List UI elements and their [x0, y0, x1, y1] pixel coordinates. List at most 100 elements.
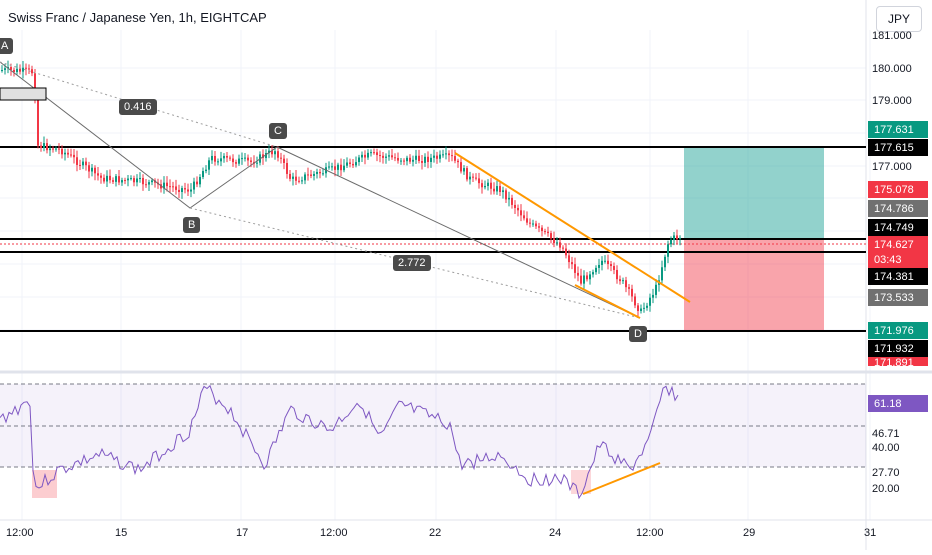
candle-body	[124, 180, 126, 182]
candle-body	[265, 153, 267, 159]
candle-body	[139, 177, 141, 179]
candle-body	[340, 164, 342, 171]
candle-body	[535, 223, 537, 227]
candle-body	[1, 69, 3, 71]
candle-body	[451, 155, 453, 157]
candle-body	[262, 154, 264, 159]
candle-body	[562, 247, 564, 249]
price-tick: 180.000	[872, 63, 912, 75]
time-tick: 31	[864, 527, 877, 539]
rsi-value-badge: 61.18	[868, 395, 928, 412]
candle-body	[178, 189, 180, 192]
candle-body	[442, 154, 444, 156]
candle-body	[358, 157, 360, 163]
candle-body	[424, 156, 426, 163]
candle-body	[403, 160, 405, 162]
candle-body	[199, 177, 201, 185]
candle-body	[211, 155, 213, 161]
candle-body	[133, 178, 135, 183]
candle-body	[484, 185, 486, 188]
candle-body	[661, 267, 663, 281]
candle-body	[613, 266, 615, 270]
candle-body	[202, 171, 204, 178]
candle-body	[130, 178, 132, 180]
candle-body	[310, 174, 312, 176]
candle-body	[304, 174, 306, 181]
candle-body	[184, 188, 186, 190]
candle-body	[580, 275, 582, 284]
candle-body	[220, 158, 222, 162]
candle-body	[460, 162, 462, 172]
candle-body	[244, 157, 246, 159]
candle-body	[274, 151, 276, 155]
candle-body	[121, 180, 123, 183]
candle-body	[565, 248, 567, 256]
candle-body	[493, 188, 495, 192]
trend-line	[574, 284, 641, 319]
candle-body	[352, 163, 354, 166]
rsi-oversold-zone	[32, 470, 57, 498]
candle-body	[28, 68, 30, 70]
candle-body	[319, 171, 321, 174]
candle-body	[52, 148, 54, 150]
candle-body	[550, 233, 552, 239]
candle-body	[13, 69, 15, 73]
candle-body	[478, 178, 480, 184]
candle-body	[175, 186, 177, 190]
candle-body	[382, 155, 384, 158]
candle-body	[235, 162, 237, 164]
candle-body	[586, 275, 588, 280]
time-tick: 17	[236, 527, 249, 539]
time-tick: 12:00	[636, 527, 664, 539]
candle-body	[577, 272, 579, 276]
candle-body	[31, 69, 33, 74]
candle-body	[676, 235, 678, 240]
candle-body	[667, 244, 669, 257]
candle-body	[649, 297, 651, 306]
target-zone	[684, 147, 824, 240]
currency-button[interactable]: JPY	[876, 6, 922, 32]
candle-body	[583, 275, 585, 284]
candle-body	[517, 207, 519, 211]
candle-body	[571, 262, 573, 265]
trend-line	[454, 152, 691, 303]
candle-body	[205, 169, 207, 172]
candle-body	[655, 284, 657, 295]
candle-body	[553, 238, 555, 244]
candle-body	[250, 160, 252, 162]
candle-body	[457, 160, 459, 163]
candle-body	[181, 188, 183, 192]
candle-body	[85, 161, 87, 166]
candle-body	[508, 197, 510, 200]
candle-body	[637, 305, 639, 311]
candle-body	[430, 157, 432, 162]
candle-body	[91, 167, 93, 172]
candle-body	[370, 152, 372, 154]
stop-zone	[684, 240, 824, 332]
candle-body	[646, 305, 648, 308]
candle-body	[547, 231, 549, 234]
candle-body	[70, 154, 72, 156]
candle-body	[214, 155, 216, 162]
candle-body	[388, 155, 390, 157]
candle-body	[292, 176, 294, 179]
candle-body	[529, 222, 531, 224]
note-box	[0, 87, 47, 101]
candle-body	[622, 280, 624, 282]
candle-body	[490, 182, 492, 189]
candle-body	[595, 267, 597, 273]
candle-body	[322, 173, 324, 175]
rsi-level: 46.71	[872, 428, 900, 440]
candle-body	[10, 67, 12, 70]
candle-body	[433, 155, 435, 158]
candle-body	[283, 158, 285, 163]
grey-badge: 174.786	[868, 200, 928, 217]
candle-body	[331, 166, 333, 168]
time-tick: 22	[429, 527, 442, 539]
level-badge: 177.615	[868, 139, 928, 156]
candle-body	[589, 274, 591, 280]
candle-body	[58, 148, 60, 150]
candle-body	[454, 156, 456, 161]
